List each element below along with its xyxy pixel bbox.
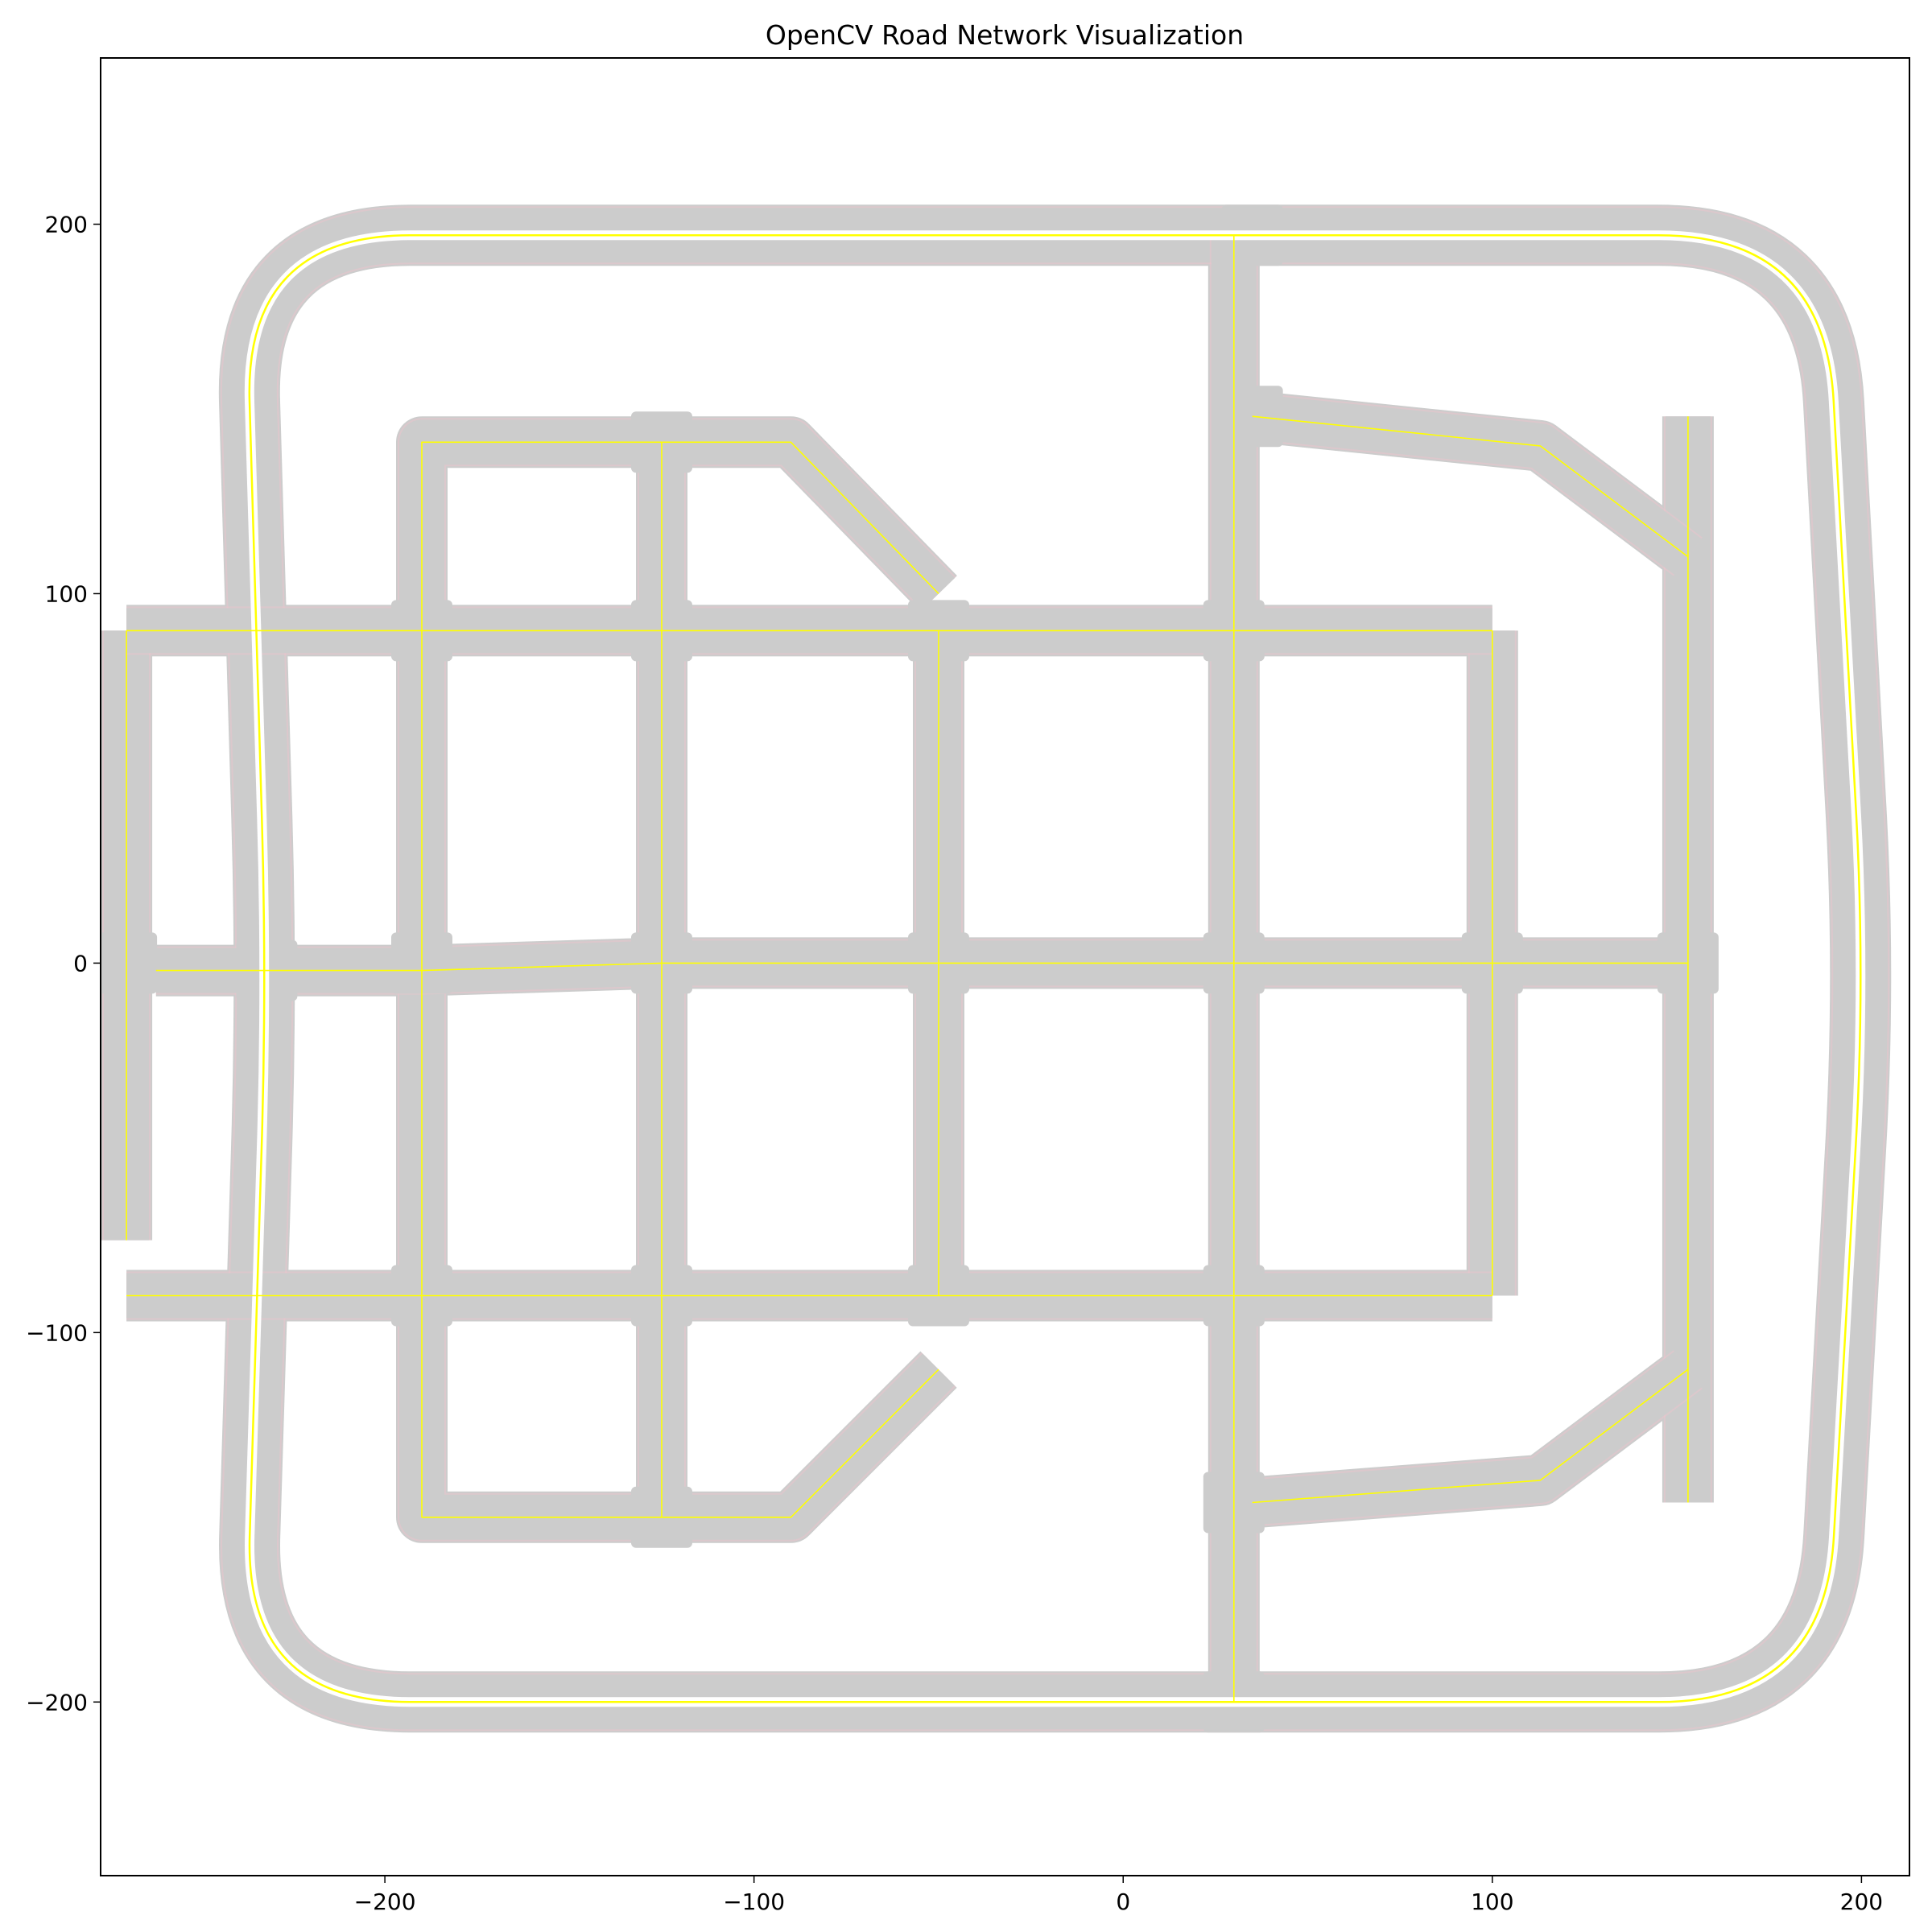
center-line-3 [421, 441, 533, 631]
center-line-0 [248, 234, 1862, 1703]
x-tick-label: 100 [1471, 1889, 1513, 1915]
y-tick-label: 200 [45, 212, 88, 238]
x-tick-label: −100 [723, 1889, 785, 1915]
center-line-group [126, 230, 1866, 1707]
center-line-14 [532, 441, 939, 595]
road-layer [101, 204, 1892, 1733]
road-fill-4 [399, 1295, 533, 1540]
center-line-17 [1252, 1368, 1689, 1504]
road-fill-16 [1249, 394, 1702, 575]
chart-title: OpenCV Road Network Visualization [766, 19, 1244, 51]
y-tick-label: 100 [45, 580, 88, 607]
y-tick-label: 0 [73, 950, 88, 976]
center-line-15 [532, 1368, 939, 1518]
lane-line-group [102, 206, 1890, 1732]
road-fill-15 [532, 1353, 955, 1540]
x-tick-label: −200 [354, 1889, 416, 1915]
plot-frame [100, 57, 1910, 1876]
center-line-16 [1252, 415, 1689, 558]
y-axis: −200 −100 0 100 200 [26, 212, 101, 1715]
center-line-12 [155, 962, 1688, 972]
intersection-0 [101, 932, 158, 994]
x-axis: −200 −100 0 100 200 [354, 1876, 1883, 1915]
y-tick-label: −100 [26, 1319, 88, 1346]
x-tick-label: 0 [1116, 1889, 1130, 1915]
x-tick-label: 200 [1840, 1889, 1883, 1915]
y-tick-label: −200 [26, 1689, 88, 1715]
center-line-4 [421, 1295, 533, 1518]
